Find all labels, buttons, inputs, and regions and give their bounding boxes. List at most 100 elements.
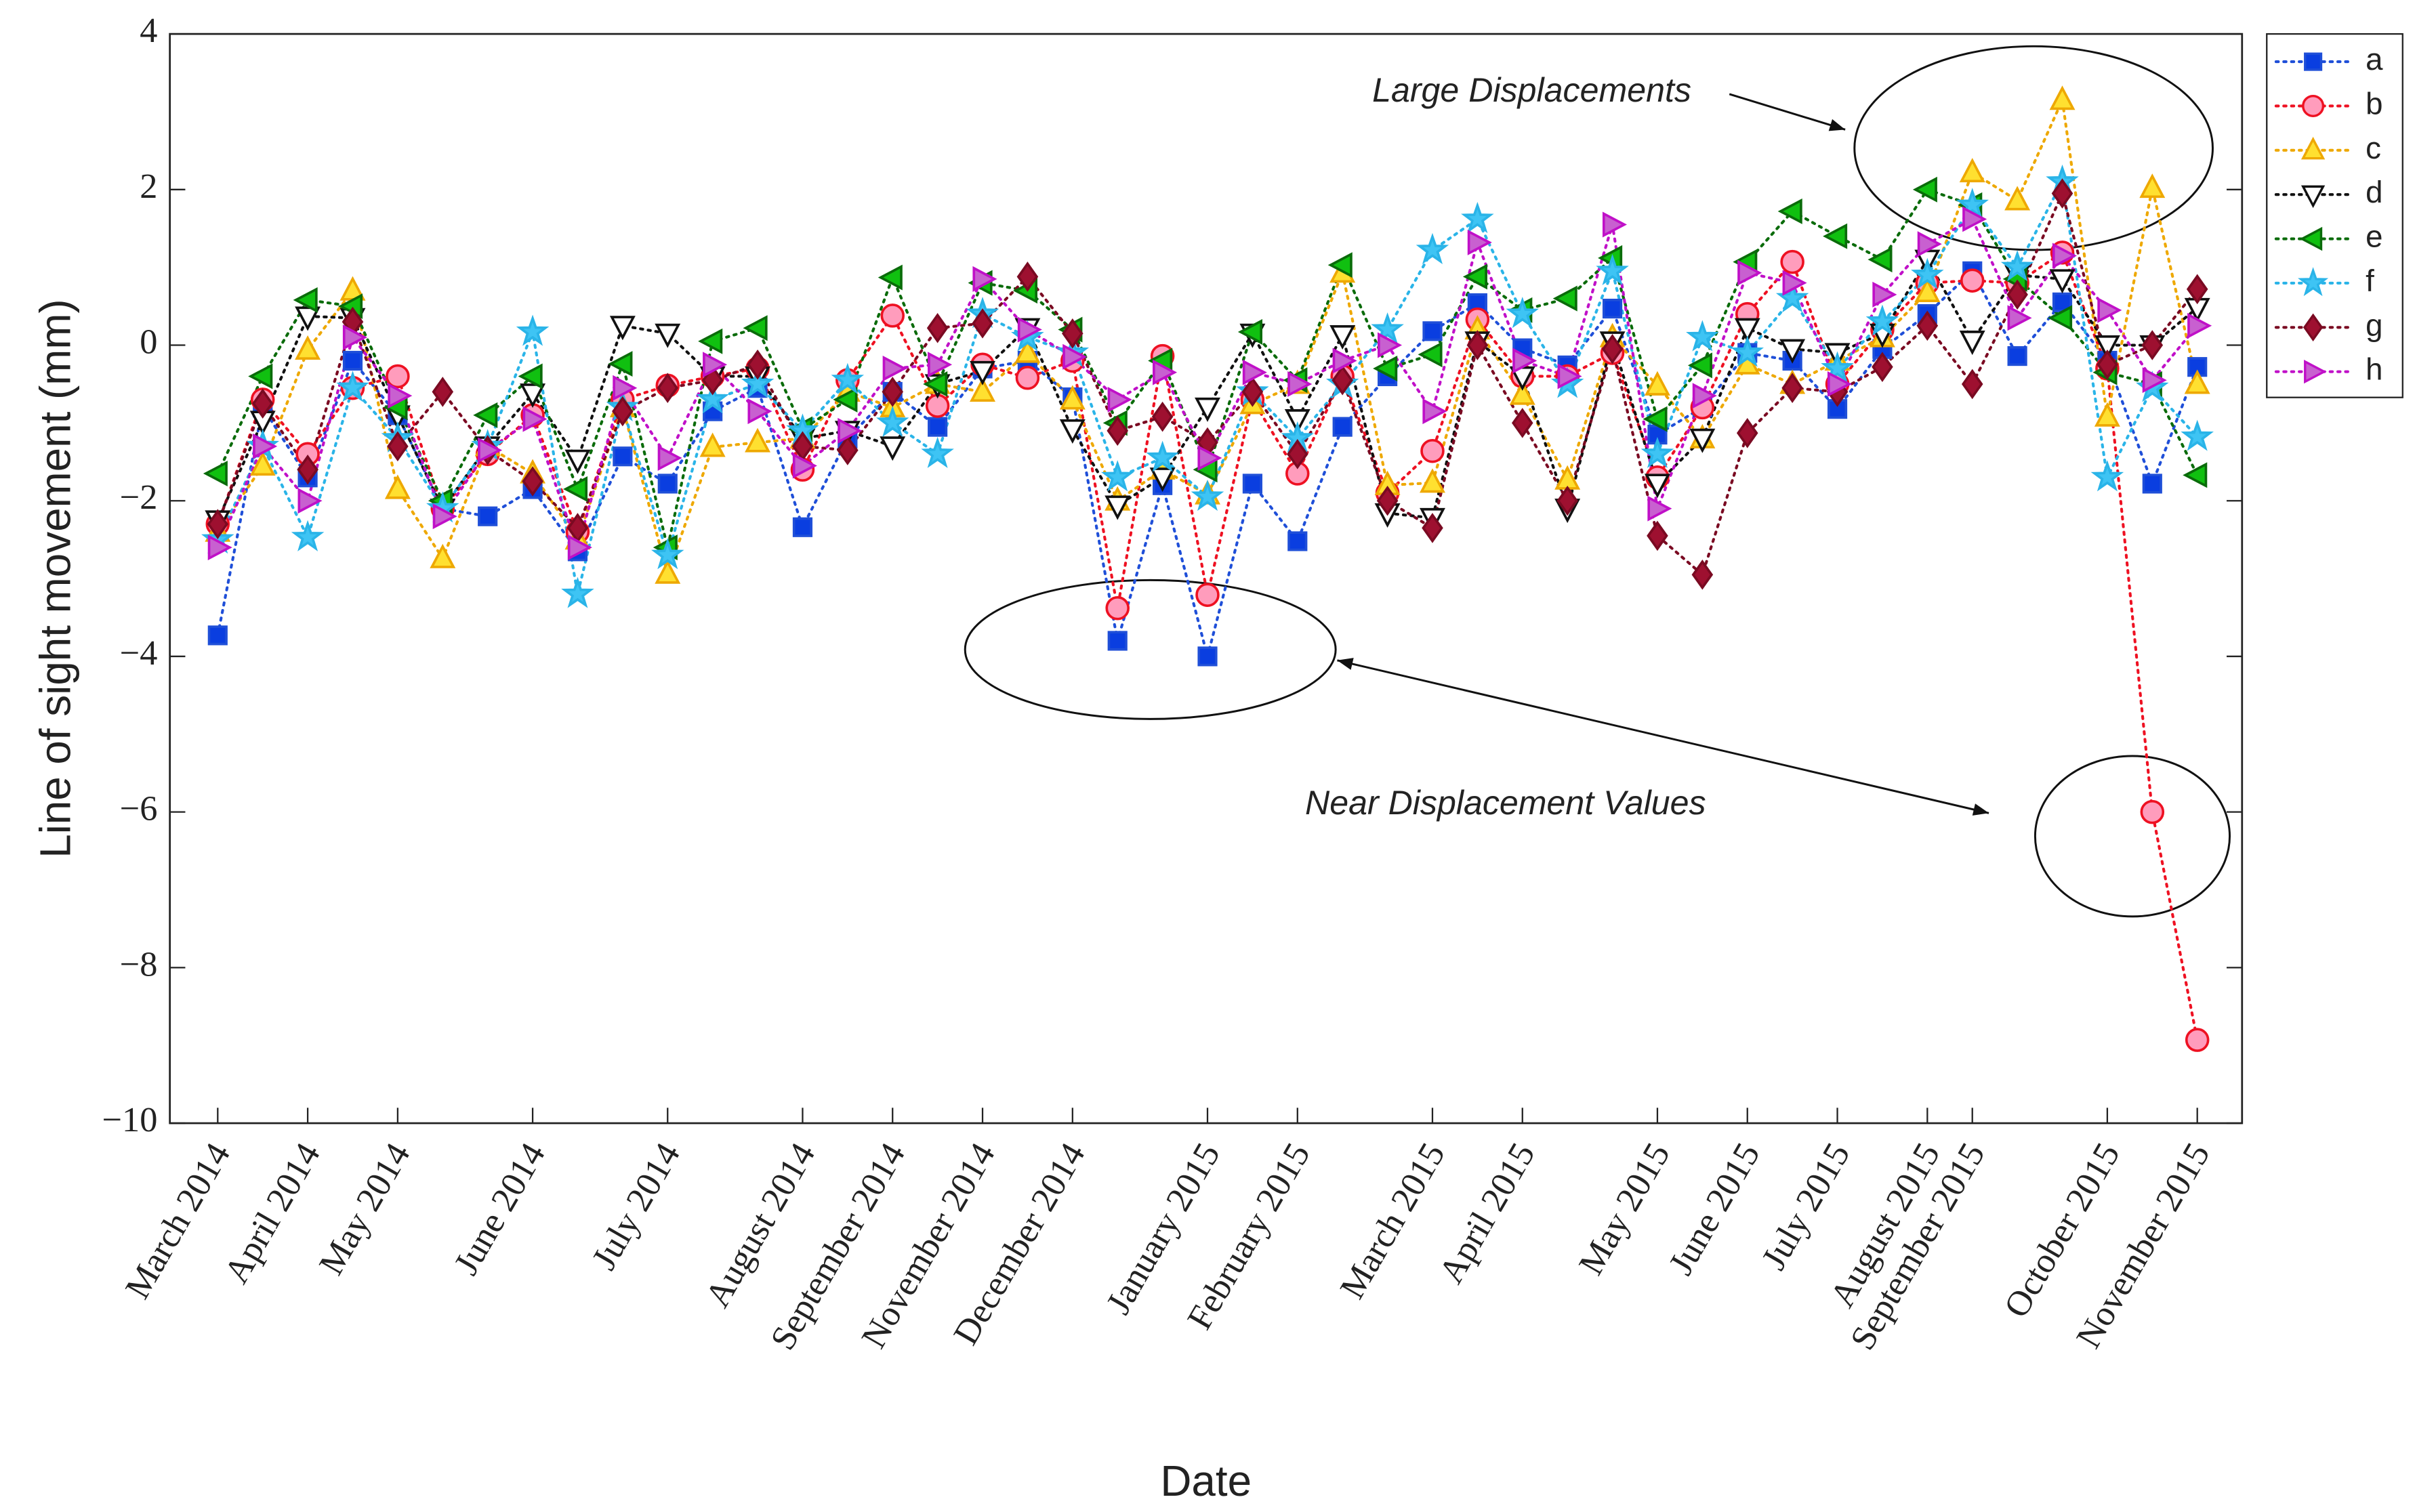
marker xyxy=(1644,474,1670,499)
marker xyxy=(698,328,723,354)
marker xyxy=(384,474,411,499)
marker xyxy=(1237,319,1262,345)
marker xyxy=(567,534,592,561)
marker xyxy=(1284,409,1310,434)
marker xyxy=(1912,176,1937,203)
marker xyxy=(1777,198,1802,224)
marker xyxy=(1731,335,1764,367)
marker xyxy=(2094,335,2120,360)
marker xyxy=(564,449,591,474)
highlight-ellipse xyxy=(2034,755,2231,918)
marker xyxy=(1242,359,1267,385)
marker xyxy=(655,323,681,348)
marker xyxy=(1420,438,1445,463)
x-tick-label: March 2015 xyxy=(1332,1137,1453,1305)
marker xyxy=(921,436,954,468)
marker xyxy=(1911,257,1944,289)
marker xyxy=(1959,331,1985,356)
marker xyxy=(2094,402,2120,427)
marker xyxy=(747,398,772,425)
marker xyxy=(875,405,909,437)
marker xyxy=(2300,136,2326,160)
marker xyxy=(2006,279,2028,310)
highlight-ellipse xyxy=(1853,45,2214,251)
legend-label: c xyxy=(2366,131,2381,165)
marker xyxy=(1512,348,1537,374)
marker xyxy=(1153,359,1178,385)
marker xyxy=(1422,513,1443,543)
marker xyxy=(1195,397,1220,422)
marker xyxy=(1734,318,1760,343)
marker xyxy=(2007,346,2027,366)
marker xyxy=(207,625,228,646)
marker xyxy=(1422,398,1447,425)
marker xyxy=(478,437,503,463)
marker xyxy=(1511,408,1533,438)
legend-label: b xyxy=(2366,87,2382,121)
marker xyxy=(1376,485,1399,516)
marker xyxy=(882,377,904,407)
marker xyxy=(2097,297,2122,323)
marker xyxy=(699,432,726,457)
marker xyxy=(1780,249,1804,274)
marker xyxy=(831,362,865,394)
marker xyxy=(1151,401,1174,432)
marker xyxy=(2302,94,2325,117)
marker xyxy=(1962,206,1987,232)
x-tick-label: May 2014 xyxy=(312,1137,418,1282)
marker xyxy=(1781,373,1803,403)
marker xyxy=(1329,325,1356,350)
marker xyxy=(878,264,903,291)
marker xyxy=(336,371,369,402)
marker xyxy=(2304,360,2327,384)
marker xyxy=(1014,338,1041,363)
marker xyxy=(1105,595,1130,621)
marker xyxy=(1552,285,1577,312)
annotation-arrow xyxy=(1729,93,1846,131)
marker xyxy=(2142,367,2167,394)
marker xyxy=(838,417,863,444)
marker xyxy=(926,312,949,343)
marker xyxy=(1332,417,1353,437)
marker xyxy=(430,543,456,568)
marker xyxy=(792,453,817,479)
marker xyxy=(613,446,633,467)
marker xyxy=(2048,305,2073,331)
marker xyxy=(1867,247,1893,273)
marker xyxy=(2090,460,2124,492)
y-tick-label: −10 xyxy=(102,1100,157,1139)
marker xyxy=(1241,377,1264,407)
marker xyxy=(295,335,321,360)
marker xyxy=(388,383,413,409)
marker xyxy=(1327,252,1353,278)
marker xyxy=(1332,348,1357,374)
marker xyxy=(297,455,318,485)
marker xyxy=(2140,799,2165,824)
marker xyxy=(249,451,276,476)
marker xyxy=(253,433,278,459)
marker xyxy=(703,352,728,378)
marker xyxy=(1640,436,1674,468)
marker xyxy=(837,435,859,465)
y-tick-label: 2 xyxy=(140,167,157,206)
marker xyxy=(563,476,588,502)
plot-area xyxy=(169,33,2244,1125)
marker xyxy=(928,417,948,437)
marker xyxy=(473,402,498,428)
marker xyxy=(1462,264,1487,290)
marker xyxy=(1509,380,1535,405)
marker xyxy=(1287,371,1313,397)
marker xyxy=(657,474,678,494)
marker xyxy=(972,308,993,339)
marker xyxy=(2184,369,2210,394)
marker xyxy=(520,383,546,408)
marker xyxy=(1062,343,1088,370)
marker xyxy=(2186,274,2208,305)
marker xyxy=(1643,406,1668,432)
marker xyxy=(651,538,684,570)
marker xyxy=(2007,305,2032,331)
marker xyxy=(1689,428,1716,453)
marker xyxy=(747,349,768,380)
marker xyxy=(1015,365,1040,390)
